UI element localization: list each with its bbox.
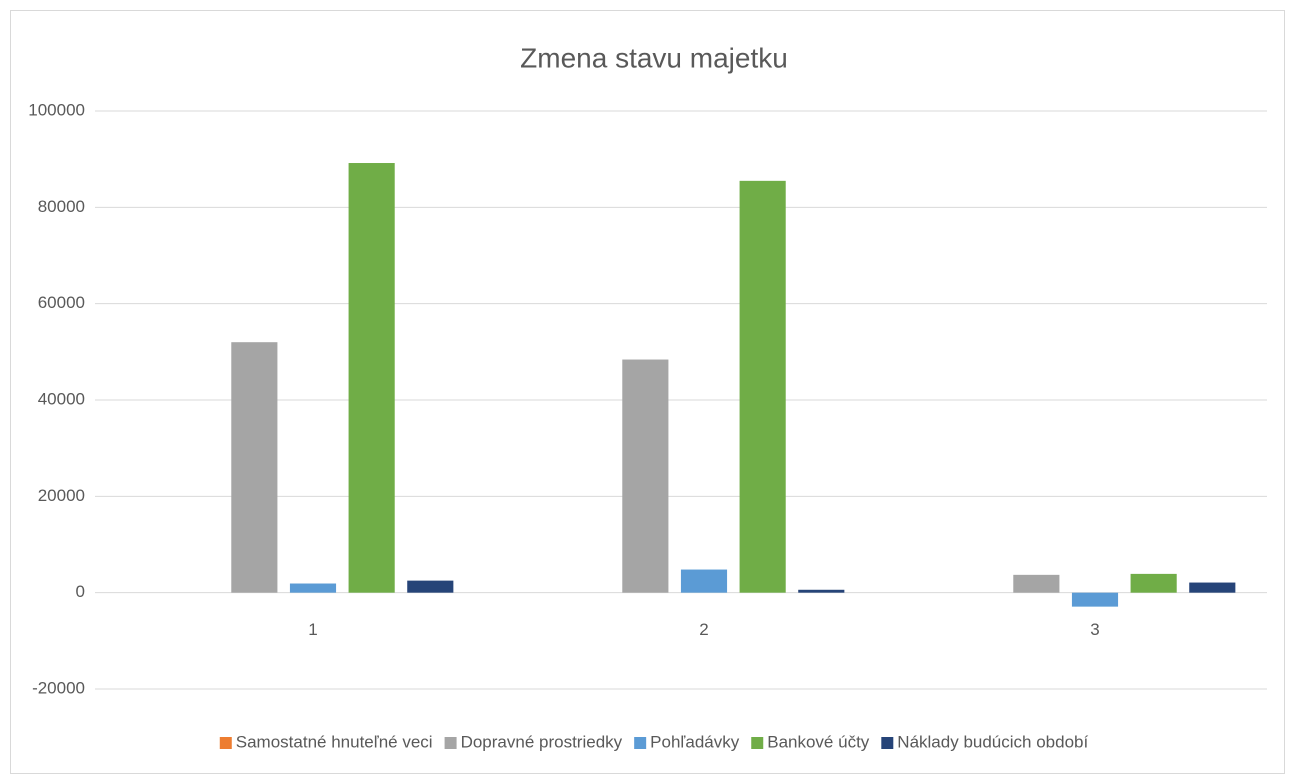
x-tick-label: 2 [699, 620, 708, 639]
legend-label: Dopravné prostriedky [461, 732, 623, 751]
bar [289, 583, 337, 593]
y-tick-label: 0 [76, 582, 85, 601]
x-tick-label: 3 [1090, 620, 1099, 639]
legend-swatch [751, 737, 764, 749]
bar [1189, 582, 1236, 593]
y-tick-label: 80000 [38, 197, 85, 216]
bar [348, 163, 395, 593]
bar [622, 359, 669, 593]
bar [739, 180, 786, 593]
bar [1071, 592, 1119, 607]
chart-title: Zmena stavu majetku [520, 42, 788, 73]
bar [407, 580, 454, 593]
legend-swatch [444, 737, 457, 749]
legend-swatch [881, 737, 894, 749]
x-tick-label: 1 [308, 620, 317, 639]
legend-label: Bankové účty [767, 732, 870, 751]
legend-label: Samostatné hnuteľné veci [236, 732, 433, 751]
legend-label: Pohľadávky [650, 732, 740, 751]
y-tick-label: 20000 [38, 486, 85, 505]
legend-label: Náklady budúcich období [897, 732, 1088, 751]
legend-swatch [634, 737, 647, 749]
y-tick-label: 60000 [38, 293, 85, 312]
y-tick-label: 40000 [38, 389, 85, 408]
bar [231, 342, 278, 593]
bar [1130, 573, 1177, 593]
bar [680, 569, 728, 593]
bar [798, 589, 845, 593]
y-tick-label: 100000 [28, 100, 85, 119]
legend-swatch [219, 737, 232, 749]
bar [1013, 574, 1060, 593]
y-tick-label: -20000 [32, 678, 85, 697]
